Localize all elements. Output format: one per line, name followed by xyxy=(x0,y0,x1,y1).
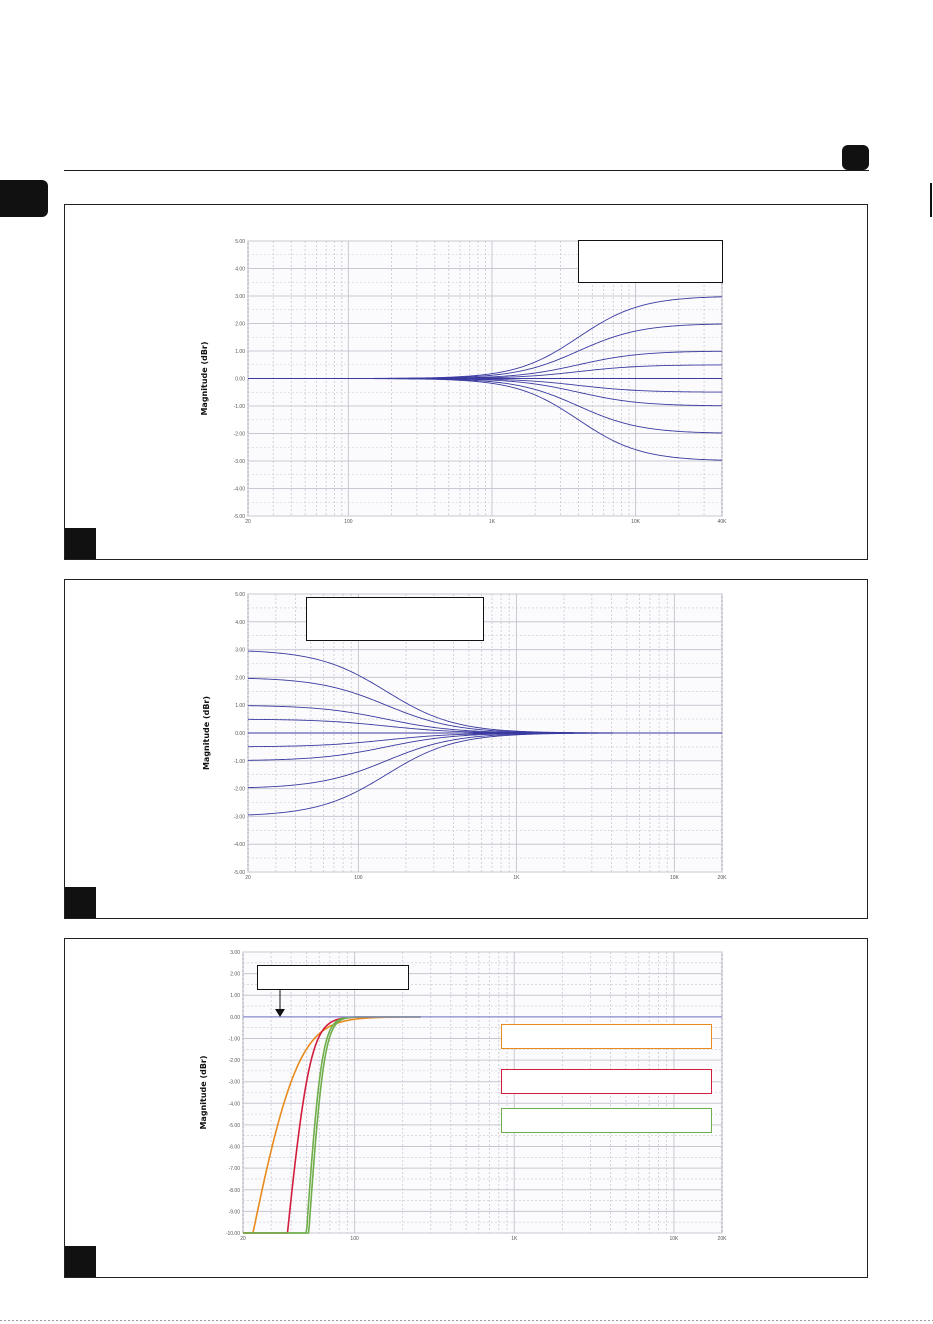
page-number-badge xyxy=(842,145,869,170)
x-tick-label: 100 xyxy=(350,1236,359,1242)
legend-box-red xyxy=(501,1069,712,1094)
y-tick-label: -6.00 xyxy=(229,1145,241,1151)
y-tick-label: -5.00 xyxy=(234,514,246,520)
x-tick-label: 10K xyxy=(669,1236,679,1242)
x-tick-label: 1K xyxy=(511,1236,518,1242)
callout-box xyxy=(306,597,484,641)
x-tick-label: 100 xyxy=(354,875,363,881)
y-tick-label: -5.00 xyxy=(234,870,246,876)
y-tick-label: -2.00 xyxy=(234,432,246,438)
figure-panel-2: 5.00 4.00 3.00 2.00 1.00 0.00 -1.00 -2.00 -3.00 -… xyxy=(64,579,868,919)
low-shelf-chart: 5.00 4.00 3.00 2.00 1.00 0.00 -1.00 -2.00 -3.00 -… xyxy=(202,592,728,881)
x-tick-label: 20 xyxy=(245,519,251,525)
series-group xyxy=(243,1016,722,1234)
edge-mark xyxy=(930,183,932,217)
y-tick-label: -4.00 xyxy=(234,842,246,848)
y-tick-label: 3.00 xyxy=(230,950,240,956)
y-tick-label: 3.00 xyxy=(235,294,245,300)
y-axis-title: Magnitude (dBr) xyxy=(199,1055,208,1129)
series-group xyxy=(247,650,722,816)
y-tick-label: -2.00 xyxy=(229,1058,241,1064)
y-tick-label: -1.00 xyxy=(234,404,246,410)
y-tick-label: -4.00 xyxy=(234,487,246,493)
y-tick-label: -8.00 xyxy=(229,1188,241,1194)
y-tick-label: 0.00 xyxy=(235,377,245,383)
x-tick-label: 1K xyxy=(489,519,496,525)
y-tick-label: 1.00 xyxy=(235,703,245,709)
y-tick-label: -10.00 xyxy=(226,1231,240,1237)
legend-box-green xyxy=(501,1108,712,1133)
y-tick-label: 2.00 xyxy=(235,322,245,328)
high-shelf-chart: 5.00 4.00 3.00 2.00 1.00 0.00 -1.00 -2.00 -3.00 -… xyxy=(200,239,728,525)
figure-number-badge xyxy=(65,1246,96,1277)
y-axis-title: Magnitude (dBr) xyxy=(200,341,209,415)
callout-box xyxy=(257,965,409,990)
x-tick-label: 20K xyxy=(718,1236,728,1242)
y-tick-label: -2.00 xyxy=(234,787,246,793)
y-tick-label: -4.00 xyxy=(229,1101,241,1107)
x-tick-label: 1K xyxy=(513,875,520,881)
y-tick-label: 2.00 xyxy=(230,972,240,978)
y-tick-label: 1.00 xyxy=(230,993,240,999)
legend-box-orange xyxy=(501,1024,712,1049)
y-tick-label: -3.00 xyxy=(229,1080,241,1086)
figure-number-badge xyxy=(65,528,96,559)
y-tick-label: -3.00 xyxy=(234,814,246,820)
x-tick-label: 100 xyxy=(344,519,353,525)
y-tick-label: 1.00 xyxy=(235,349,245,355)
callout-arrowhead xyxy=(275,1009,285,1017)
y-tick-label: -7.00 xyxy=(229,1166,241,1172)
y-tick-label: 5.00 xyxy=(235,239,245,245)
y-tick-label: 3.00 xyxy=(235,648,245,654)
header-rule xyxy=(64,170,869,171)
bottom-dotted-rule xyxy=(0,1320,933,1321)
figure-number-badge xyxy=(65,887,96,918)
y-tick-label: -3.00 xyxy=(234,459,246,465)
shelf-curve xyxy=(247,732,722,816)
high-pass-chart: 3.00 2.00 1.00 0.00 -1.00 -2.00 -3.00 -4.00 -5.0… xyxy=(199,950,728,1242)
x-tick-label: 20K xyxy=(718,875,728,881)
x-tick-label: 10K xyxy=(670,875,680,881)
figure-panel-3: 3.00 2.00 1.00 0.00 -1.00 -2.00 -3.00 -4.00 -5.0… xyxy=(64,938,868,1278)
x-tick-label: 10K xyxy=(631,519,641,525)
y-tick-label: -9.00 xyxy=(229,1209,241,1215)
y-tick-label: 4.00 xyxy=(235,620,245,626)
callout-box xyxy=(578,240,723,283)
figure-panel-1: 5.00 4.00 3.00 2.00 1.00 0.00 -1.00 -2.00 -3.00 -… xyxy=(64,204,868,560)
y-tick-label: 2.00 xyxy=(235,675,245,681)
y-tick-label: -1.00 xyxy=(234,759,246,765)
series-group xyxy=(248,296,723,461)
x-tick-label: 20 xyxy=(240,1236,246,1242)
y-tick-label: 0.00 xyxy=(235,731,245,737)
x-tick-label: 20 xyxy=(245,875,251,881)
y-tick-label: 0.00 xyxy=(230,1015,240,1021)
shelf-curve xyxy=(248,378,723,461)
x-tick-label: 40K xyxy=(718,519,728,525)
y-tick-label: -1.00 xyxy=(229,1036,241,1042)
y-tick-label: 5.00 xyxy=(235,592,245,598)
y-axis-title: Magnitude (dBr) xyxy=(202,696,211,770)
y-tick-label: 4.00 xyxy=(235,267,245,273)
y-tick-label: -5.00 xyxy=(229,1123,241,1129)
chapter-tab xyxy=(0,180,48,217)
